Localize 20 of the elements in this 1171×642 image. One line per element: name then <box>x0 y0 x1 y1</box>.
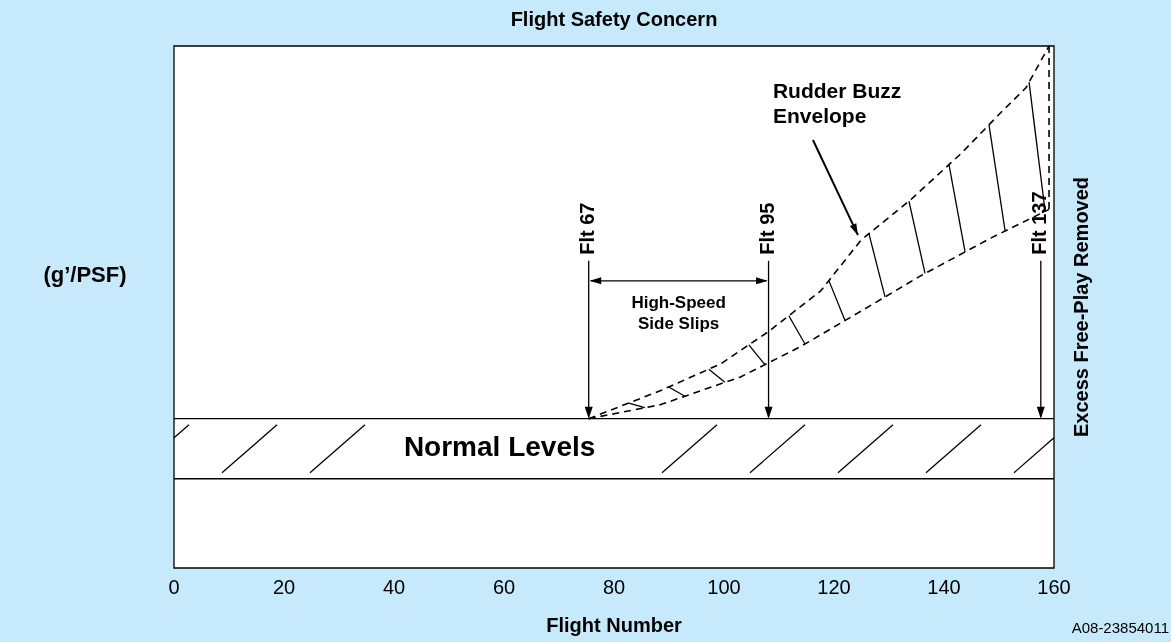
x-axis-title: Flight Number <box>546 613 682 636</box>
ref-line-label: Flt 95 <box>756 202 779 255</box>
annotation: Normal Levels <box>403 431 596 463</box>
chart-title: Flight Safety Concern <box>510 7 718 30</box>
x-tick-label: 100 <box>707 575 741 598</box>
x-tick-label: 40 <box>382 575 406 598</box>
ref-line-label: Flt 67 <box>576 202 599 255</box>
x-tick-label: 140 <box>927 575 961 598</box>
text: A08-23854011 <box>1071 618 1169 636</box>
x-tick-label: 120 <box>817 575 851 598</box>
x-tick-label: 0 <box>168 575 180 598</box>
x-tick-label: 160 <box>1037 575 1071 598</box>
y-axis-title: (g’/PSF) <box>42 262 128 288</box>
x-tick-label: 60 <box>492 575 516 598</box>
y2-axis-title: Excess Free-Play Removed <box>1069 176 1092 438</box>
x-tick-label: 20 <box>272 575 296 598</box>
annotation: Rudder Buzz Envelope <box>772 79 902 128</box>
ref-line-label: Flt 137 <box>1028 191 1051 255</box>
x-tick-label: 80 <box>602 575 626 598</box>
annotation: High-Speed Side Slips <box>631 292 726 333</box>
